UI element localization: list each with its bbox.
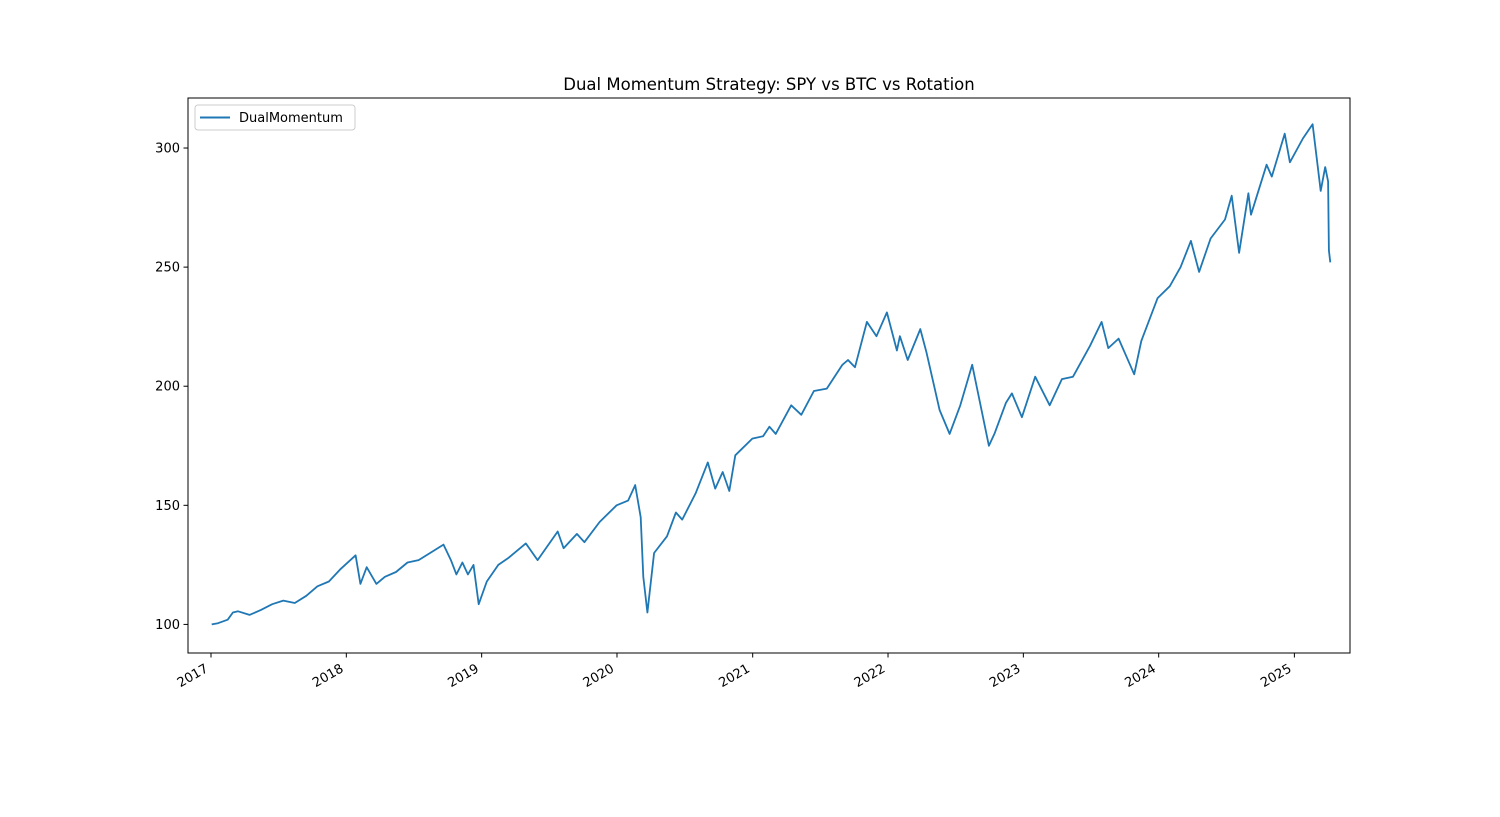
y-tick-label: 150 <box>155 499 180 514</box>
y-axis: 100 150 200 250 300 <box>155 142 188 633</box>
chart-title: Dual Momentum Strategy: SPY vs BTC vs Ro… <box>563 75 974 94</box>
y-tick-label: 250 <box>155 261 180 276</box>
y-tick-label: 300 <box>155 142 180 157</box>
plot-frame <box>187 97 1351 654</box>
legend-label: DualMomentum <box>239 111 343 126</box>
plot-area <box>187 97 1351 654</box>
series-line-0 <box>211 123 1332 626</box>
legend: DualMomentum <box>194 104 356 131</box>
y-tick-label: 100 <box>155 618 180 633</box>
legend-box <box>194 104 356 131</box>
plot-background <box>188 98 1350 653</box>
y-tick-label: 200 <box>155 380 180 395</box>
